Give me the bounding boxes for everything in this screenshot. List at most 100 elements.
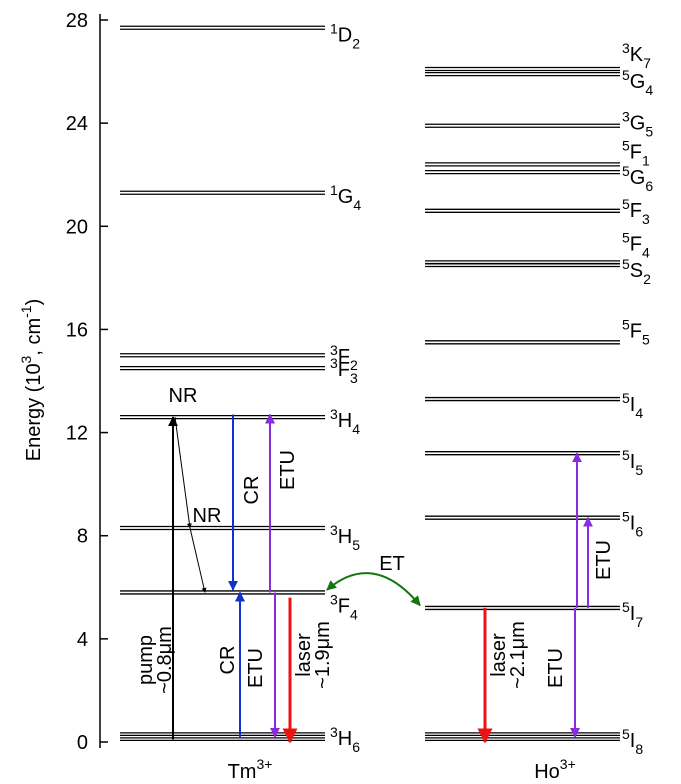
term-index: 7 (643, 55, 651, 71)
term-index: 4 (350, 606, 358, 622)
y-axis-label: Energy (103, cm-1) (18, 299, 45, 462)
term-letter: I (630, 513, 636, 535)
term-multiplicity: 5 (622, 256, 630, 272)
y-tick-label: 28 (66, 10, 88, 32)
term-label: 5I8 (622, 726, 643, 757)
term-letter: F (338, 346, 350, 368)
term-index: 5 (635, 462, 643, 478)
term-multiplicity: 5 (622, 67, 630, 83)
ion-label: Tm3+ (228, 756, 273, 783)
term-letter: G (630, 71, 646, 93)
term-index: 5 (352, 537, 360, 553)
term-letter: K (630, 44, 644, 66)
transition-label: ET (379, 553, 405, 575)
term-letter: H (338, 526, 352, 548)
term-label: 5I4 (622, 390, 643, 421)
term-multiplicity: 5 (622, 229, 630, 245)
transition-label: NR (169, 385, 198, 407)
transition-label: ETU (545, 648, 567, 688)
transition-label: ETU (593, 540, 615, 580)
transition-label: ETU (277, 450, 299, 490)
transition-label: CR (241, 476, 263, 505)
term-label: 5F3 (622, 196, 650, 227)
term-multiplicity: 3 (330, 522, 338, 538)
transition-arrow (189, 527, 207, 593)
term-multiplicity: 1 (330, 21, 338, 37)
term-label: 5F1 (622, 137, 650, 168)
term-index: 1 (642, 152, 650, 168)
term-multiplicity: 3 (330, 591, 338, 607)
term-index: 4 (645, 82, 653, 98)
term-letter: F (630, 320, 642, 342)
term-label: 3G5 (622, 109, 653, 140)
term-index: 4 (352, 421, 360, 437)
term-index: 4 (642, 244, 650, 260)
y-tick-label: 24 (66, 113, 88, 135)
term-label: 1G4 (330, 182, 361, 213)
transition-label: pump (135, 635, 157, 685)
term-multiplicity: 5 (622, 390, 630, 406)
y-tick-label: 16 (66, 319, 88, 341)
transition-label: ~0.8μm (154, 626, 176, 694)
term-letter: F (630, 200, 642, 222)
term-label: 5I7 (622, 599, 643, 630)
term-letter: G (630, 113, 646, 135)
term-multiplicity: 1 (330, 182, 338, 198)
term-index: 6 (635, 524, 643, 540)
term-multiplicity: 5 (622, 163, 630, 179)
term-multiplicity: 3 (622, 109, 630, 125)
term-index: 2 (352, 36, 360, 52)
transition-label: laser (293, 633, 315, 677)
term-index: 3 (350, 370, 358, 386)
term-index: 8 (635, 741, 643, 757)
term-multiplicity: 3 (330, 355, 338, 371)
term-index: 2 (350, 357, 358, 373)
transition-label: ETU (245, 648, 267, 688)
term-label: 3H6 (330, 724, 360, 755)
term-label: 5I5 (622, 447, 643, 478)
term-letter: G (630, 167, 646, 189)
term-index: 5 (645, 124, 653, 140)
y-tick-label: 0 (77, 732, 88, 754)
term-label: 1D2 (330, 21, 360, 52)
term-multiplicity: 5 (622, 316, 630, 332)
term-multiplicity: 5 (622, 599, 630, 615)
term-letter: H (338, 410, 352, 432)
term-label: 5F5 (622, 316, 650, 347)
term-letter: F (630, 141, 642, 163)
term-multiplicity: 5 (622, 137, 630, 153)
term-label: 3F4 (330, 591, 358, 622)
term-index: 2 (643, 271, 651, 287)
term-label: 3H4 (330, 406, 360, 437)
term-label: 5G4 (622, 67, 653, 98)
term-letter: F (338, 595, 350, 617)
term-letter: H (338, 728, 352, 750)
term-index: 6 (352, 739, 360, 755)
term-multiplicity: 3 (330, 342, 338, 358)
term-letter: F (630, 233, 642, 255)
term-multiplicity: 3 (330, 724, 338, 740)
y-tick-label: 20 (66, 216, 88, 238)
term-multiplicity: 3 (330, 406, 338, 422)
term-multiplicity: 5 (622, 447, 630, 463)
transition-arrow (174, 417, 192, 529)
term-index: 3 (642, 211, 650, 227)
term-letter: S (630, 260, 643, 282)
term-multiplicity: 5 (622, 196, 630, 212)
transition-label: ~2.1μm (507, 621, 529, 689)
term-letter: I (630, 730, 636, 752)
energy-transfer-arrow (326, 572, 421, 607)
term-label: 3H5 (330, 522, 360, 553)
y-tick-label: 4 (77, 629, 88, 651)
term-index: 5 (642, 331, 650, 347)
term-letter: I (630, 603, 636, 625)
term-label: 5G6 (622, 163, 653, 194)
transition-label: ~1.9μm (312, 621, 334, 689)
term-index: 7 (635, 614, 643, 630)
term-multiplicity: 5 (622, 509, 630, 525)
term-label: 5I6 (622, 509, 643, 540)
term-letter: I (630, 394, 636, 416)
transition-label: laser (488, 633, 510, 677)
term-index: 4 (635, 405, 643, 421)
